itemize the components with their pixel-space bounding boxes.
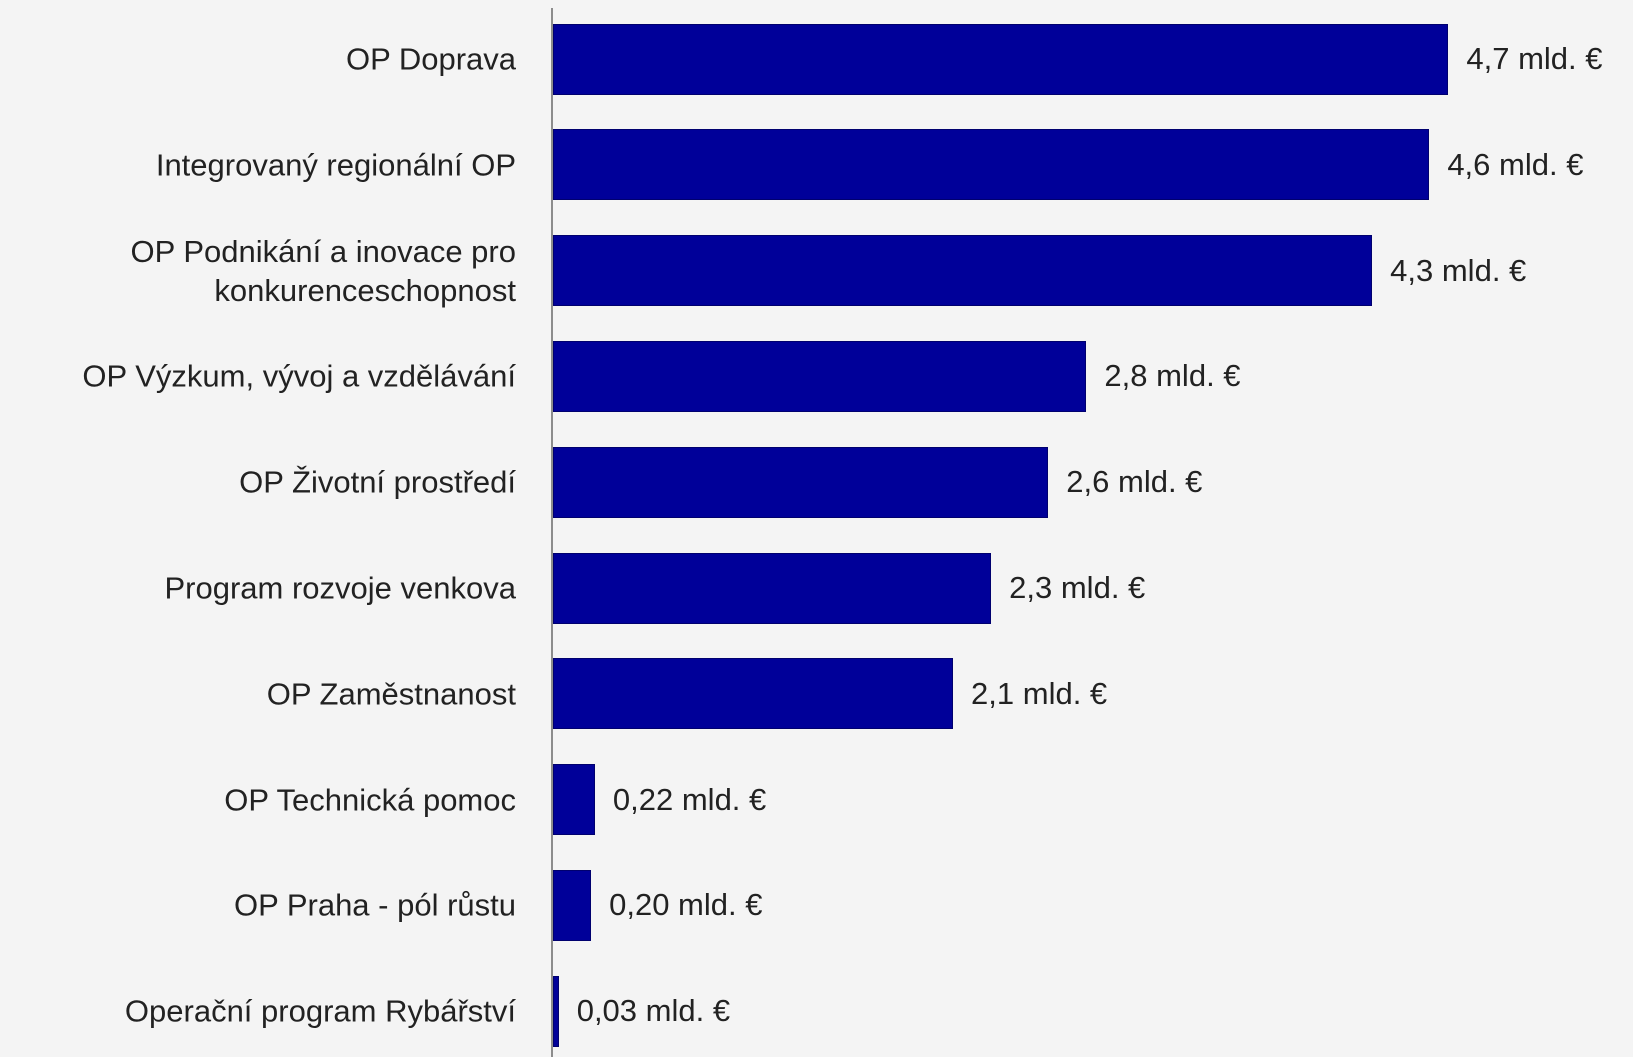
- category-label: OP Výzkum, vývoj a vzdělávání: [82, 358, 516, 394]
- category-label: OP Technická pomoc: [224, 782, 516, 818]
- bar: [553, 658, 954, 730]
- category-label: Integrovaný regionální OP: [155, 147, 516, 183]
- bar: [553, 235, 1373, 307]
- value-label: 2,6 mld. €: [1066, 464, 1203, 500]
- category-label: OP Podnikání a inovace pro konkurencesch…: [130, 233, 516, 308]
- bar: [553, 446, 1049, 518]
- category-label: Program rozvoje venkova: [164, 570, 517, 606]
- bar: [553, 340, 1087, 412]
- value-label: 2,8 mld. €: [1104, 358, 1241, 394]
- value-label: 4,6 mld. €: [1447, 146, 1584, 182]
- bar: [553, 552, 992, 624]
- value-label: 0,03 mld. €: [576, 993, 731, 1029]
- value-label: 0,22 mld. €: [612, 781, 767, 817]
- value-label: 2,3 mld. €: [1009, 570, 1146, 605]
- value-label: 0,20 mld. €: [609, 887, 763, 923]
- bar: [553, 129, 1430, 201]
- bar: [553, 23, 1449, 95]
- bar: [553, 975, 559, 1047]
- category-label: Operační program Rybářství: [124, 993, 516, 1029]
- category-axis: [551, 8, 553, 1057]
- bar: [553, 764, 595, 836]
- value-label: 2,1 mld. €: [971, 675, 1108, 711]
- bar: [553, 869, 592, 941]
- category-label: OP Praha - pól růstu: [233, 887, 516, 923]
- value-label: 4,3 mld. €: [1390, 252, 1527, 288]
- value-label: 4,7 mld. €: [1466, 41, 1603, 76]
- category-label: OP Zaměstnanost: [266, 676, 516, 712]
- category-label: OP Životní prostředí: [239, 464, 516, 500]
- category-label: OP Doprava: [345, 41, 516, 77]
